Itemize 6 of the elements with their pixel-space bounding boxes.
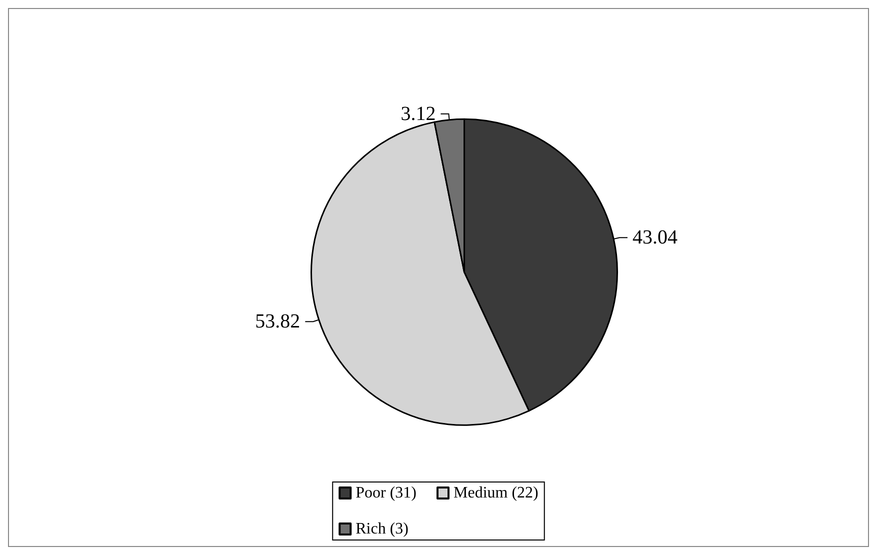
legend-label: Medium (22) xyxy=(454,484,538,502)
legend-label: Poor (31) xyxy=(356,484,417,502)
data-label: 43.04 xyxy=(632,226,678,249)
legend-label: Rich (3) xyxy=(356,520,408,538)
data-label: 3.12 xyxy=(400,102,436,125)
data-label: 53.82 xyxy=(255,310,300,333)
